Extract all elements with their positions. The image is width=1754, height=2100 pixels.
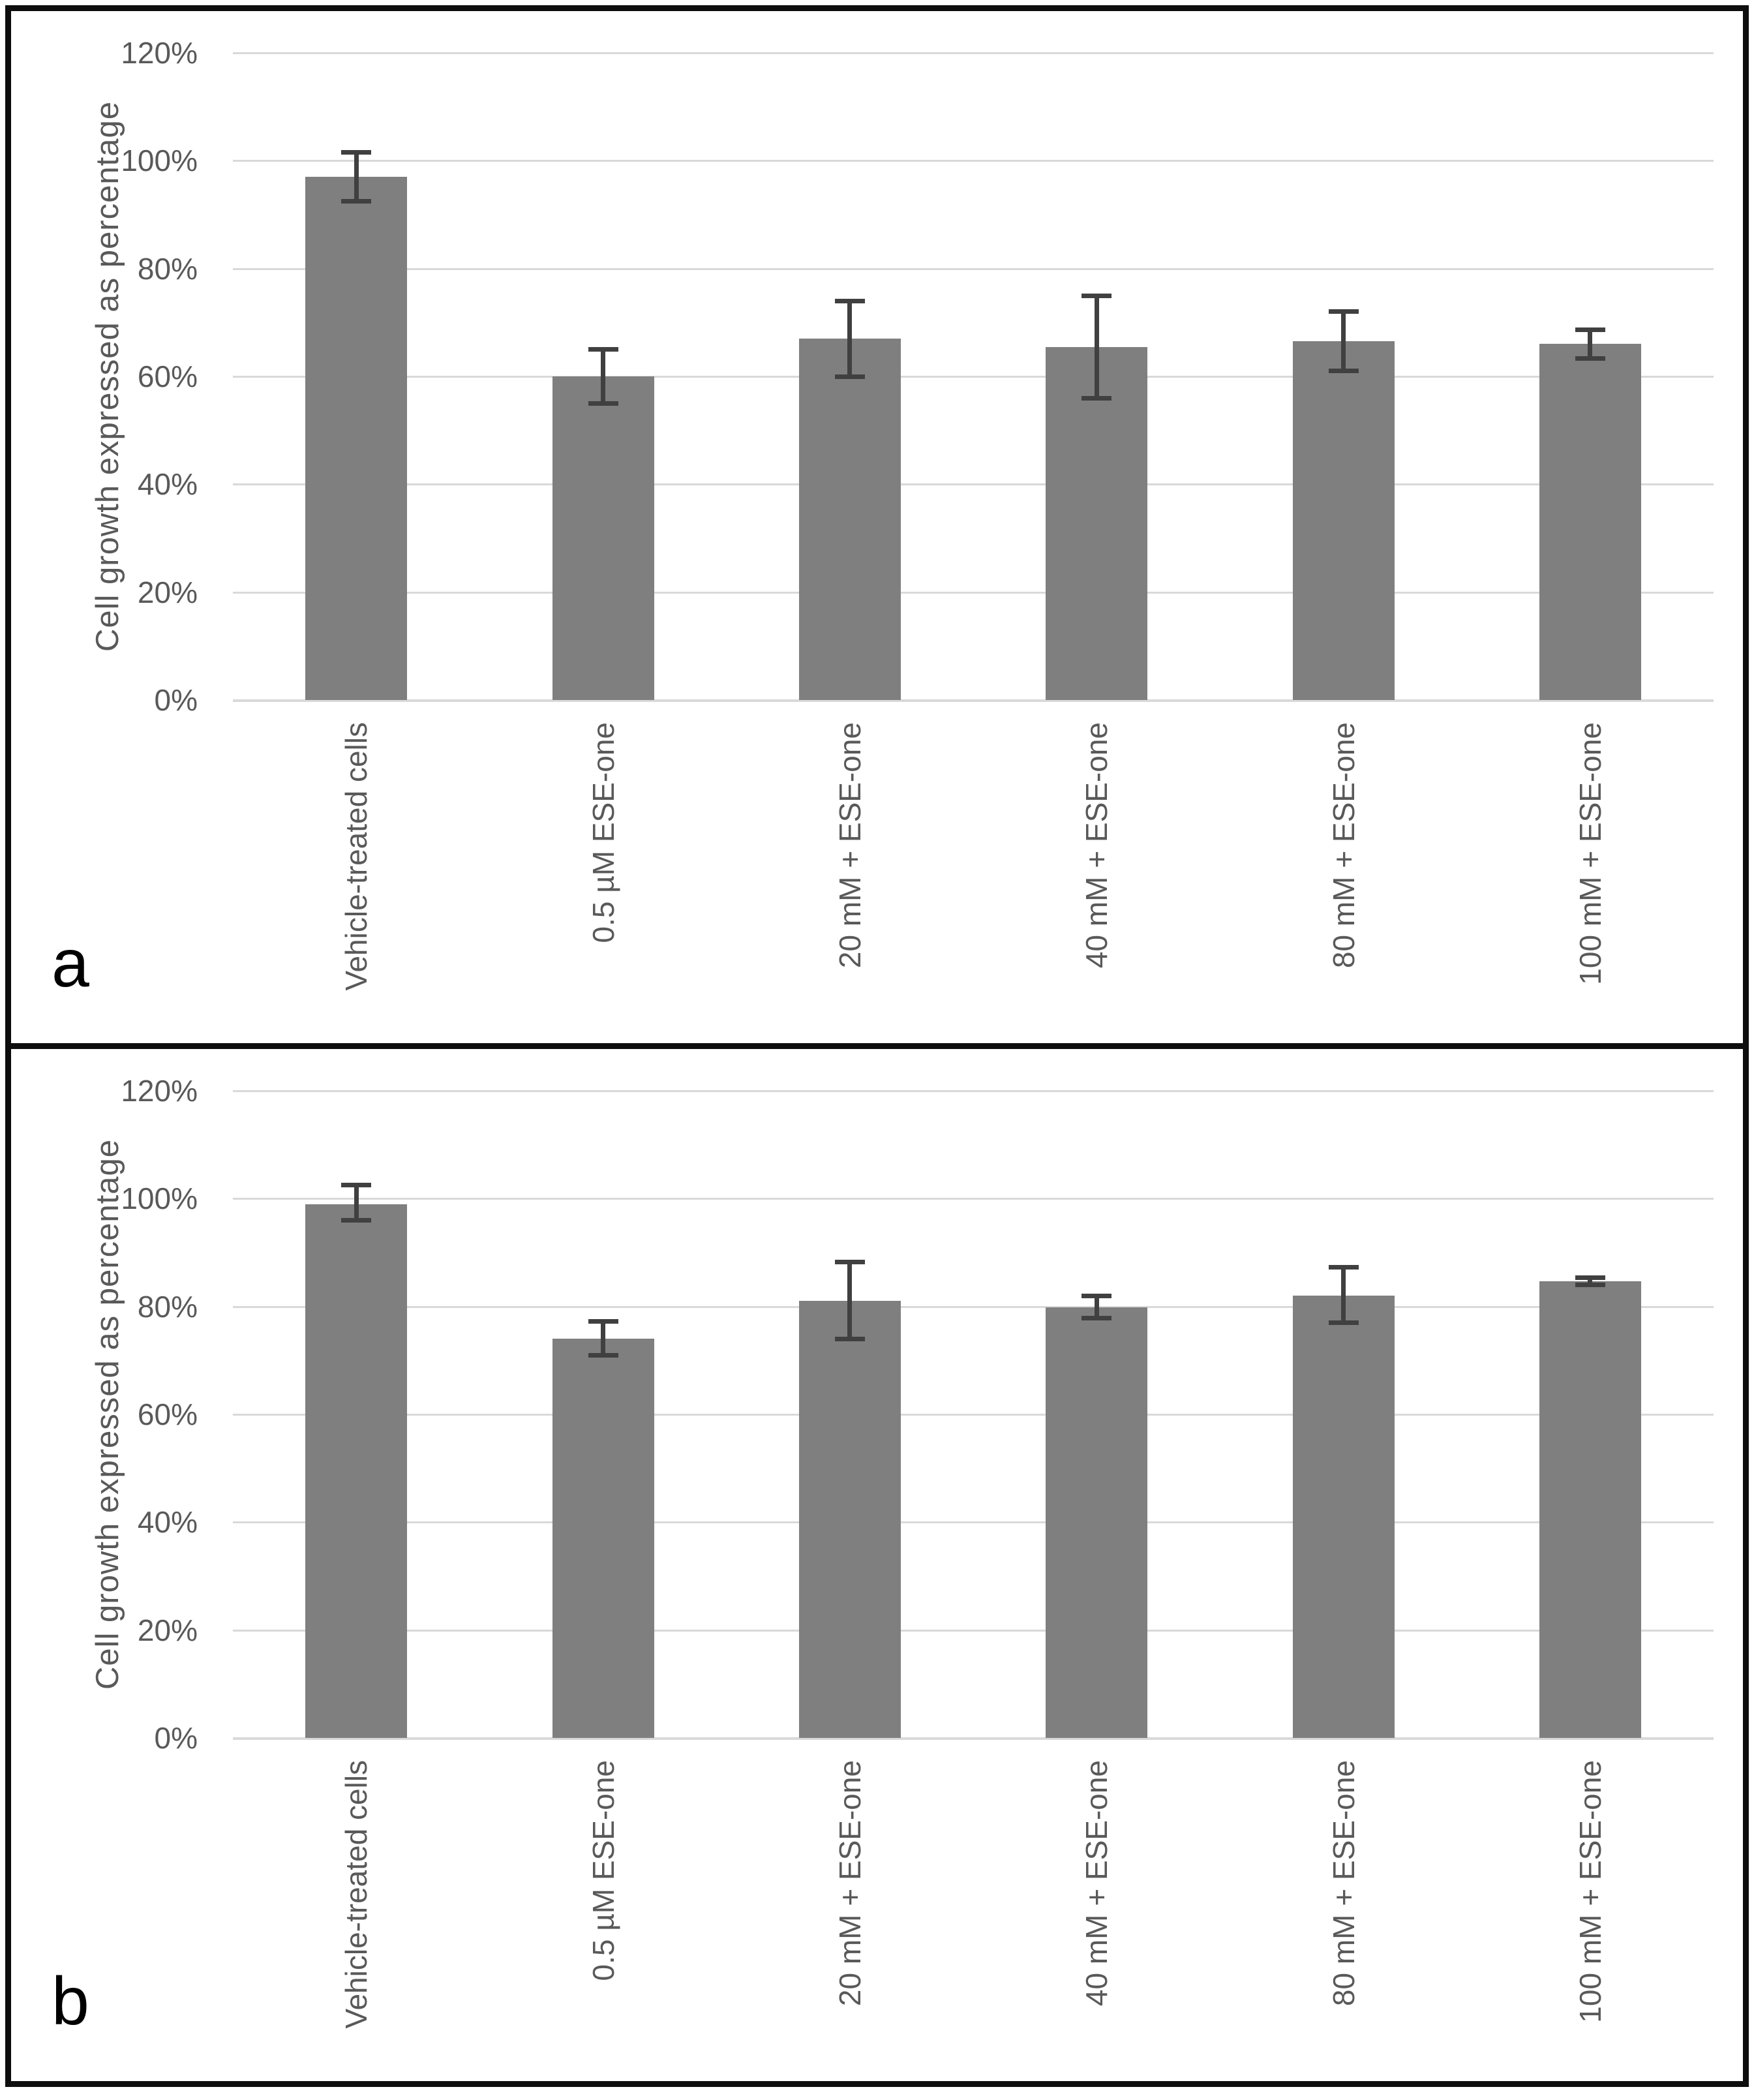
y-tick-label: 120% [121,36,198,70]
x-category-label: 40 mM + ESE-one [1080,722,1114,969]
bar [552,1339,654,1738]
gridline-120% [233,52,1714,54]
gridline-20% [233,1629,1714,1632]
figure: Cell growth expressed as percentage a 0%… [5,5,1749,2087]
error-bar [847,301,853,376]
y-tick-label: 80% [137,251,198,286]
y-tick-label: 0% [154,1721,198,1755]
gridline-80% [233,1305,1714,1308]
bar [552,376,654,700]
error-bar-cap-bottom [1575,356,1605,361]
error-bar [601,1321,605,1356]
bar [305,177,408,700]
error-bar-cap-top [341,1183,372,1188]
bar [1539,344,1641,700]
x-category-label: 100 mM + ESE-one [1573,722,1607,985]
x-category-label: 0.5 µM ESE-one [586,722,620,943]
error-bar-cap-top [1328,1264,1359,1270]
error-bar [1094,296,1099,399]
x-category-label: Vehicle-treated cells [339,1760,374,2029]
error-bar-cap-bottom [1575,1283,1605,1288]
y-tick-label: 60% [137,1397,198,1431]
x-category-label: 20 mM + ESE-one [832,722,867,969]
error-bar-cap-top [834,1259,865,1264]
gridline-120% [233,1090,1714,1092]
x-category-label: 80 mM + ESE-one [1326,722,1361,969]
bar [798,1301,901,1738]
error-bar-cap-bottom [341,198,372,204]
y-tick-label: 100% [121,1181,198,1216]
error-bar [1341,1267,1346,1323]
error-bar [1094,1296,1099,1318]
gridline-60% [233,1414,1714,1416]
error-bar-cap-top [588,347,618,352]
gridline-0% [233,1737,1714,1740]
bar [1539,1281,1641,1738]
gridline-40% [233,483,1714,486]
error-bar-cap-top [1575,1275,1605,1280]
error-bar-cap-bottom [588,1352,618,1358]
gridline-20% [233,591,1714,594]
x-category-label: 40 mM + ESE-one [1080,1760,1114,2007]
x-category-label: 20 mM + ESE-one [832,1760,867,2007]
plot-area [233,1090,1714,1740]
gridline-60% [233,376,1714,378]
plot-area [233,52,1714,702]
y-tick-label: 120% [121,1074,198,1108]
error-bar-cap-top [341,150,372,155]
x-category-label: 0.5 µM ESE-one [586,1760,620,1981]
error-bar-cap-bottom [341,1217,372,1223]
error-bar-cap-top [1081,1293,1112,1298]
gridline-40% [233,1521,1714,1524]
y-tick-label: 60% [137,359,198,393]
gridline-80% [233,267,1714,270]
bar [1046,346,1148,700]
error-bar-cap-top [1575,327,1605,332]
gridline-100% [233,160,1714,162]
y-tick-label: 80% [137,1289,198,1324]
bar [1046,1307,1148,1738]
error-bar [1341,311,1346,371]
error-bar [847,1262,853,1339]
error-bar [1588,329,1593,359]
y-tick-label: 20% [137,1613,198,1647]
panel-b: Cell growth expressed as percentage b 0%… [5,1043,1749,2087]
y-tick-label: 20% [137,575,198,609]
bar [305,1204,408,1738]
panel-a: Cell growth expressed as percentage a 0%… [5,5,1749,1049]
panel-letter-b: b [52,1964,89,2039]
error-bar [601,349,605,404]
error-bar-cap-bottom [834,1336,865,1341]
error-bar-cap-bottom [1081,1316,1112,1321]
error-bar-cap-bottom [834,374,865,379]
y-tick-label: 40% [137,1505,198,1540]
bar [1292,1296,1395,1738]
error-bar [354,152,359,202]
y-tick-label: 100% [121,144,198,178]
error-bar [354,1185,359,1221]
error-bar-cap-bottom [588,401,618,406]
bar [798,339,901,700]
error-bar-cap-bottom [1328,1320,1359,1325]
panel-letter-a: a [52,926,89,1001]
y-tick-label: 0% [154,683,198,717]
error-bar-cap-top [1328,309,1359,314]
error-bar-cap-top [834,298,865,303]
x-category-label: 100 mM + ESE-one [1573,1760,1607,2023]
gridline-0% [233,699,1714,702]
x-category-label: 80 mM + ESE-one [1326,1760,1361,2007]
error-bar-cap-top [1081,293,1112,298]
bar [1292,341,1395,700]
error-bar-cap-top [588,1319,618,1324]
gridline-100% [233,1198,1714,1200]
error-bar-cap-bottom [1081,395,1112,401]
y-tick-label: 40% [137,467,198,502]
x-category-label: Vehicle-treated cells [339,722,374,991]
error-bar-cap-bottom [1328,369,1359,374]
error-bar [1588,1277,1593,1285]
